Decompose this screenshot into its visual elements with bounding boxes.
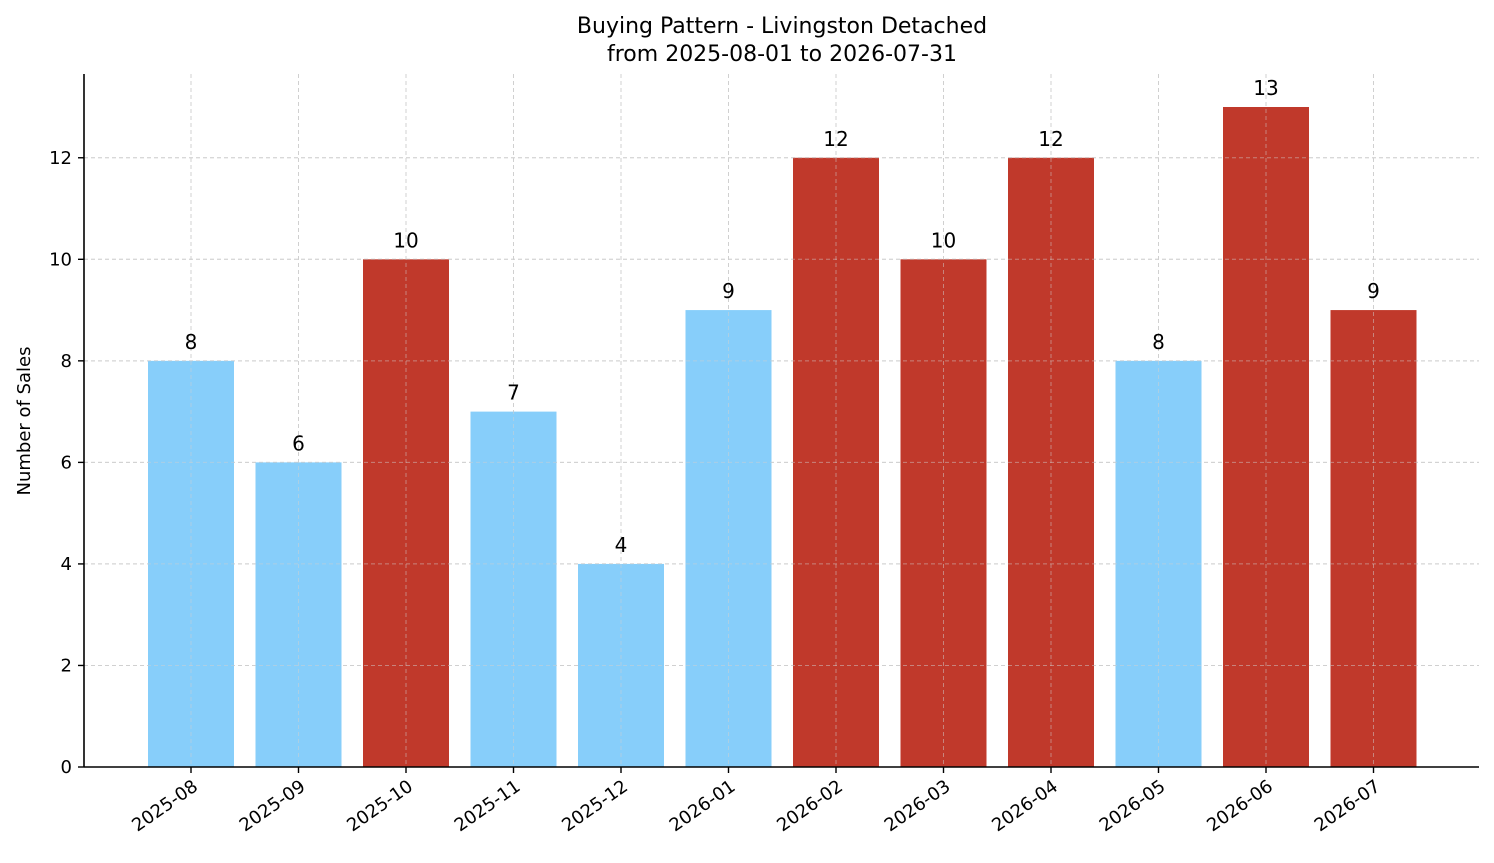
bar-2026-06 <box>1223 107 1309 767</box>
x-tick-label: 2026-04 <box>988 776 1062 836</box>
data-label-2025-08: 8 <box>185 330 198 354</box>
x-tick-label: 2026-06 <box>1203 776 1277 836</box>
y-tick-label: 2 <box>61 655 72 676</box>
y-tick-label: 0 <box>61 757 72 778</box>
data-labels: 8 6 10 7 4 9 12 10 12 8 13 9 <box>185 76 1380 557</box>
y-tick-label: 6 <box>61 452 72 473</box>
x-tick-label: 2025-10 <box>343 776 417 836</box>
data-label-2025-11: 7 <box>507 381 520 405</box>
data-label-2025-09: 6 <box>292 431 305 455</box>
data-label-2026-01: 9 <box>722 279 735 303</box>
data-label-2026-07: 9 <box>1367 279 1380 303</box>
x-tick-label: 2026-02 <box>773 776 847 836</box>
chart-title: Buying Pattern - Livingston Detached <box>577 14 987 39</box>
x-tick-label: 2026-05 <box>1096 776 1170 836</box>
y-tick-label: 4 <box>61 554 72 575</box>
x-tick-label: 2025-12 <box>558 776 632 836</box>
data-label-2026-02: 12 <box>823 127 848 151</box>
data-label-2026-06: 13 <box>1253 76 1278 100</box>
x-tick-label: 2025-09 <box>236 776 310 836</box>
x-tick-label: 2025-11 <box>451 776 525 836</box>
x-tick-label: 2026-03 <box>881 776 955 836</box>
data-label-2026-03: 10 <box>931 228 956 252</box>
data-label-2026-05: 8 <box>1152 330 1165 354</box>
y-tick-label: 8 <box>61 351 72 372</box>
x-tick-label: 2026-07 <box>1311 776 1385 836</box>
x-tick-label: 2025-08 <box>128 776 202 836</box>
chart-subtitle: from 2025-08-01 to 2026-07-31 <box>607 42 957 67</box>
data-label-2025-12: 4 <box>615 533 628 557</box>
data-label-2026-04: 12 <box>1038 127 1063 151</box>
y-axis-label: Number of Sales <box>14 346 35 495</box>
bars <box>84 74 1479 767</box>
y-tick-label: 10 <box>49 249 72 270</box>
data-label-2025-10: 10 <box>393 228 418 252</box>
y-tick-label: 12 <box>49 148 72 169</box>
x-tick-label: 2026-01 <box>666 776 740 836</box>
